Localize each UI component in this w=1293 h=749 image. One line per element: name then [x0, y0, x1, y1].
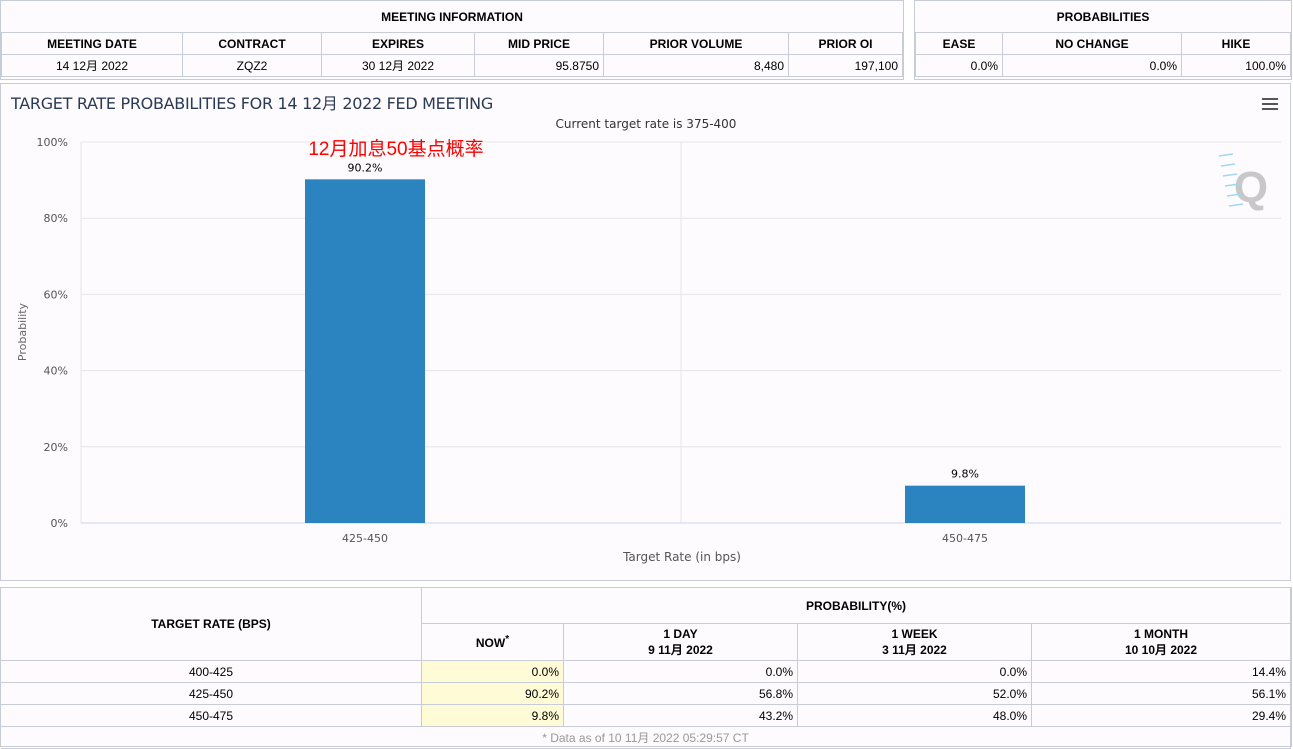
col-prior-oi: PRIOR OI	[788, 32, 903, 55]
col-1-week: 1 WEEK 3 11月 2022	[797, 623, 1032, 661]
bar	[905, 485, 1025, 523]
bar-chart: 0% 20% 40% 60% 80% 100% 90.2% 425-450 9.8% 450-47…	[16, 117, 1281, 564]
chart-title: TARGET RATE PROBABILITIES FOR 14 12月 202…	[11, 94, 493, 113]
x-tick-label: 425-450	[342, 532, 388, 545]
meeting-info-title: MEETING INFORMATION	[1, 1, 903, 33]
chart-subtitle: Current target rate is 375-400	[556, 117, 737, 131]
probability-cell: 0.0%	[563, 660, 798, 683]
rate-cell: 400-425	[1, 660, 422, 683]
table-row: 450-475 9.8% 43.2% 48.0% 29.4%	[1, 704, 1291, 727]
col-target-rate: TARGET RATE (BPS)	[1, 588, 422, 661]
rate-cell: 450-475	[1, 704, 422, 727]
logo-stripe	[1218, 153, 1234, 157]
table-row: 400-425 0.0% 0.0% 0.0% 14.4%	[1, 660, 1291, 683]
y-tick-label: 100%	[37, 136, 68, 149]
probability-cell: 56.1%	[1031, 682, 1291, 705]
col-1-day: 1 DAY 9 11月 2022	[563, 623, 798, 661]
data-label: 90.2%	[348, 161, 383, 174]
logo-stripe	[1228, 203, 1244, 207]
probability-cell: 52.0%	[797, 682, 1032, 705]
probability-cell: 14.4%	[1031, 660, 1291, 683]
col-now: NOW*	[421, 623, 564, 661]
hamburger-menu-icon[interactable]	[1262, 98, 1278, 113]
meeting-information-panel: MEETING INFORMATION MEETING DATE CONTRAC…	[0, 0, 904, 80]
col-prior-volume: PRIOR VOLUME	[603, 32, 789, 55]
probability-cell: 0.0%	[421, 660, 564, 683]
col-probability: PROBABILITY(%)	[421, 588, 1291, 625]
probability-cell: 56.8%	[563, 682, 798, 705]
probability-cell: 29.4%	[1031, 704, 1291, 727]
y-tick-label: 20%	[44, 441, 68, 454]
logo-stripe	[1222, 173, 1238, 177]
logo-stripe	[1220, 163, 1236, 167]
expires: 30 12月 2022	[321, 54, 475, 77]
probability-history-panel: TARGET RATE (BPS) PROBABILITY(%) NOW* 1 …	[0, 587, 1292, 749]
data-label: 9.8%	[951, 468, 979, 481]
x-tick-label: 450-475	[942, 532, 988, 545]
hike-value: 100.0%	[1181, 54, 1291, 77]
probability-cell: 0.0%	[797, 660, 1032, 683]
probabilities-panel: PROBABILITIES EASE NO CHANGE HIKE 0.0% 0…	[914, 0, 1292, 80]
probability-cell: 48.0%	[797, 704, 1032, 727]
table-row: 425-450 90.2% 56.8% 52.0% 56.1%	[1, 682, 1291, 705]
probability-cell: 43.2%	[563, 704, 798, 727]
x-axis-title: Target Rate (in bps)	[622, 550, 741, 564]
col-hike: HIKE	[1181, 32, 1291, 55]
contract: ZQZ2	[182, 54, 322, 77]
bar	[305, 179, 425, 523]
logo-stripe	[1226, 193, 1242, 197]
y-tick-label: 40%	[44, 365, 68, 378]
chart-panel: TARGET RATE PROBABILITIES FOR 14 12月 202…	[0, 83, 1291, 581]
y-tick-label: 0%	[51, 517, 68, 530]
no-change-value: 0.0%	[1002, 54, 1182, 77]
col-1-month: 1 MONTH 10 10月 2022	[1031, 623, 1291, 661]
probabilities-title: PROBABILITIES	[915, 1, 1291, 33]
col-mid-price: MID PRICE	[474, 32, 604, 55]
col-expires: EXPIRES	[321, 32, 475, 55]
probability-cell: 9.8%	[421, 704, 564, 727]
col-contract: CONTRACT	[182, 32, 322, 55]
col-ease: EASE	[915, 32, 1003, 55]
footnote: * Data as of 10 11月 2022 05:29:57 CT	[1, 726, 1291, 749]
prior-oi: 197,100	[788, 54, 903, 77]
y-tick-label: 80%	[44, 212, 68, 225]
col-no-change: NO CHANGE	[1002, 32, 1182, 55]
mid-price: 95.8750	[474, 54, 604, 77]
col-meeting-date: MEETING DATE	[1, 32, 183, 55]
y-axis-title: Probability	[16, 302, 29, 361]
y-tick-label: 60%	[44, 288, 68, 301]
logo-stripe	[1224, 183, 1240, 187]
rate-cell: 425-450	[1, 682, 422, 705]
prior-volume: 8,480	[603, 54, 789, 77]
probability-cell: 90.2%	[421, 682, 564, 705]
annotation-text: 12月加息50基点概率	[308, 138, 483, 160]
meeting-date: 14 12月 2022	[1, 54, 183, 77]
ease-value: 0.0%	[915, 54, 1003, 77]
